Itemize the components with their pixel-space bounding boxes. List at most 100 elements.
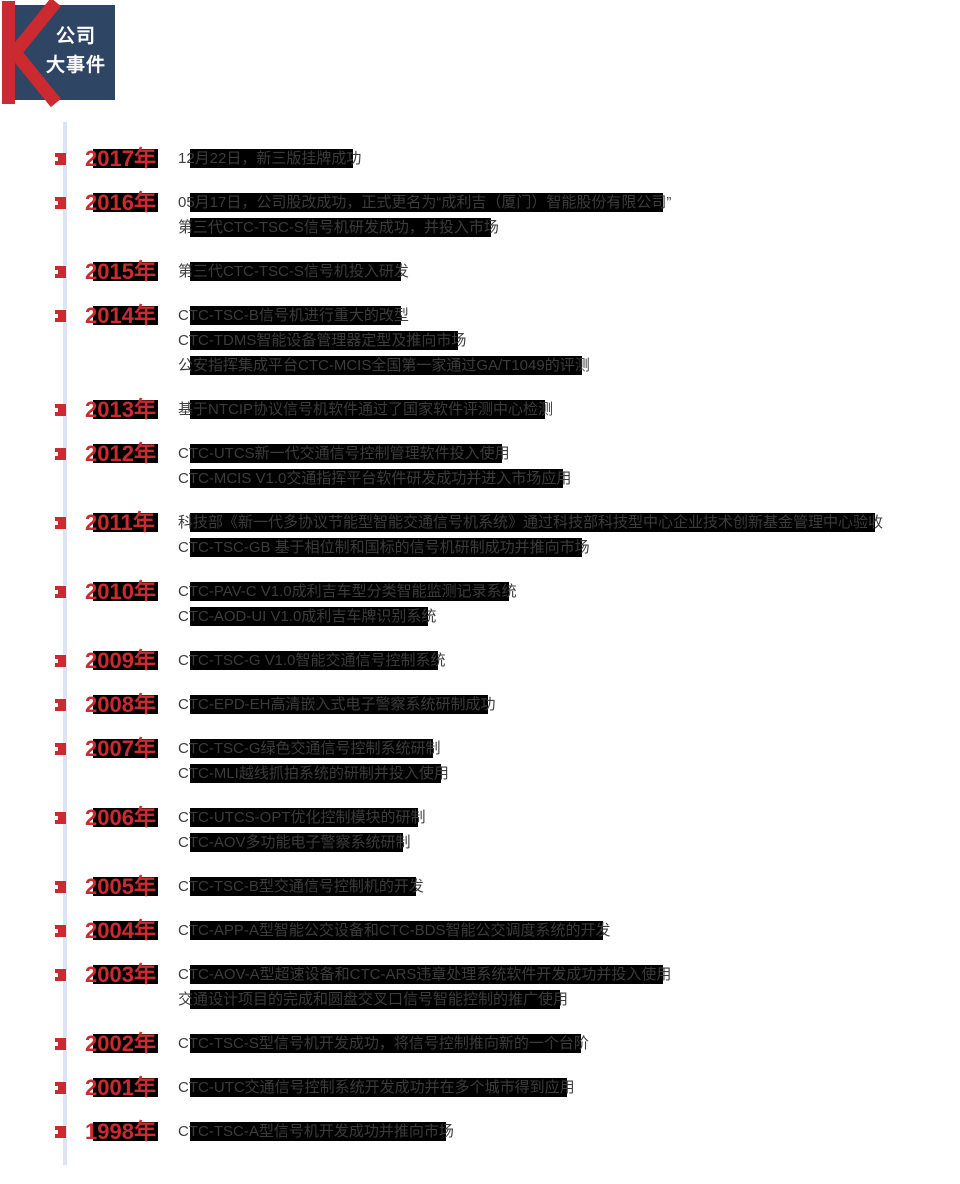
timeline-entry: 2014年 CTC-TSC-B信号机进行重大的改型 CTC-TDMS智能设备管理器定… [55, 303, 945, 378]
event-list: CTC-TSC-G绿色交通信号控制系统研制 CTC-MLI越线抓拍系统的研制并投入… [178, 736, 945, 786]
event-text: 交通设计项目的完成和圆盘交叉口信号智能控制的推广使用 [178, 987, 569, 1012]
timeline-entry: 2015年 第三代CTC-TSC-S信号机投入研发 [55, 259, 945, 284]
event-line: CTC-AOD-UI V1.0成利吉车牌识别系统 [178, 604, 945, 629]
timeline-entry: 2005年 CTC-TSC-B型交通信号控制机的开发 [55, 874, 945, 899]
event-list: CTC-TSC-A型信号机开发成功并推向市场 [178, 1119, 945, 1144]
event-list: CTC-UTC交通信号控制系统开发成功并在多个城市得到应用 [178, 1075, 945, 1100]
timeline-marker-icon [55, 448, 66, 460]
event-text: CTC-TSC-G V1.0智能交通信号控制系统 [178, 648, 446, 673]
event-line: 交通设计项目的完成和圆盘交叉口信号智能控制的推广使用 [178, 987, 945, 1012]
event-line: CTC-TSC-B型交通信号控制机的开发 [178, 874, 945, 899]
event-text: CTC-TDMS智能设备管理器定型及推向市场 [178, 328, 467, 353]
event-text: 公安指挥集成平台CTC-MCIS全国第一家通过GA/T1049的评测 [178, 353, 590, 378]
timeline-entry: 2001年 CTC-UTC交通信号控制系统开发成功并在多个城市得到应用 [55, 1075, 945, 1100]
event-line: CTC-PAV-C V1.0成利吉车型分类智能监测记录系统 [178, 579, 945, 604]
event-list: 第三代CTC-TSC-S信号机投入研发 [178, 259, 945, 284]
year-label: 2009年 [85, 648, 178, 673]
event-text: CTC-MLI越线抓拍系统的研制并投入使用 [178, 761, 449, 786]
timeline-vertical-line [63, 122, 67, 1165]
event-line: CTC-TSC-B信号机进行重大的改型 [178, 303, 945, 328]
year-label: 2012年 [85, 441, 178, 466]
event-list: CTC-UTCS新一代交通信号控制管理软件投入使用 CTC-MCIS V1.0交通… [178, 441, 945, 491]
timeline-entry: 2003年 CTC-AOV-A型超速设备和CTC-ARS违章处理系统软件开发成功并… [55, 962, 945, 1012]
event-list: 科技部《新一代多协议节能型智能交通信号机系统》通过科技部科技型中心企业技术创新基… [178, 510, 945, 560]
k-mark-icon [2, 0, 115, 108]
event-line: CTC-MCIS V1.0交通指挥平台软件研发成功并进入市场应用 [178, 466, 945, 491]
event-text: 05月17日，公司股改成功，正式更名为“成利吉（厦门）智能股份有限公司” [178, 190, 672, 215]
timeline-marker-icon [55, 1082, 66, 1094]
event-line: CTC-UTCS新一代交通信号控制管理软件投入使用 [178, 441, 945, 466]
year-label: 2014年 [85, 303, 178, 328]
timeline-entry: 1998年 CTC-TSC-A型信号机开发成功并推向市场 [55, 1119, 945, 1144]
event-list: 基于NTCIP协议信号机软件通过了国家软件评测中心检测 [178, 397, 945, 422]
year-label: 2008年 [85, 692, 178, 717]
event-text: CTC-TSC-S型信号机开发成功，将信号控制推向新的一个台阶 [178, 1031, 589, 1056]
year-label: 2001年 [85, 1075, 178, 1100]
timeline-entry: 2004年 CTC-APP-A型智能公交设备和CTC-BDS智能公交调度系统的开发 [55, 918, 945, 943]
event-text: CTC-TSC-B信号机进行重大的改型 [178, 303, 409, 328]
timeline-entry: 2002年 CTC-TSC-S型信号机开发成功，将信号控制推向新的一个台阶 [55, 1031, 945, 1056]
timeline-marker-icon [55, 197, 66, 209]
badge-title-line2: 大事件 [45, 55, 106, 76]
event-text: CTC-AOD-UI V1.0成利吉车牌识别系统 [178, 604, 437, 629]
event-text: CTC-UTCS新一代交通信号控制管理软件投入使用 [178, 441, 510, 466]
timeline-marker-icon [55, 812, 66, 824]
year-label: 2004年 [85, 918, 178, 943]
timeline-entry: 2007年 CTC-TSC-G绿色交通信号控制系统研制 CTC-MLI越线抓拍系统的… [55, 736, 945, 786]
timeline-marker-icon [55, 404, 66, 416]
event-text: 第三代CTC-TSC-S信号机投入研发 [178, 259, 409, 284]
event-list: 05月17日，公司股改成功，正式更名为“成利吉（厦门）智能股份有限公司” 第三代C… [178, 190, 945, 240]
timeline-marker-icon [55, 266, 66, 278]
event-text: CTC-UTC交通信号控制系统开发成功并在多个城市得到应用 [178, 1075, 575, 1100]
timeline-entry: 2013年 基于NTCIP协议信号机软件通过了国家软件评测中心检测 [55, 397, 945, 422]
event-list: CTC-AOV-A型超速设备和CTC-ARS违章处理系统软件开发成功并投入使用交… [178, 962, 945, 1012]
timeline-entry: 2009年 CTC-TSC-G V1.0智能交通信号控制系统 [55, 648, 945, 673]
year-label: 2013年 [85, 397, 178, 422]
event-list: CTC-TSC-G V1.0智能交通信号控制系统 [178, 648, 945, 673]
event-line: CTC-UTCS-OPT优化控制模块的研制 [178, 805, 945, 830]
event-list: CTC-TSC-B信号机进行重大的改型 CTC-TDMS智能设备管理器定型及推向市… [178, 303, 945, 378]
timeline-marker-icon [55, 153, 66, 165]
timeline-entry: 2017年 12月22日，新三版挂牌成功 [55, 146, 945, 171]
year-label: 2011年 [85, 510, 178, 535]
year-label: 2007年 [85, 736, 178, 761]
event-text: CTC-EPD-EH高清嵌入式电子警察系统研制成功 [178, 692, 496, 717]
event-text: 基于NTCIP协议信号机软件通过了国家软件评测中心检测 [178, 397, 554, 422]
year-label: 2006年 [85, 805, 178, 830]
timeline-marker-icon [55, 1038, 66, 1050]
event-text: CTC-TSC-A型信号机开发成功并推向市场 [178, 1119, 454, 1144]
event-text: CTC-UTCS-OPT优化控制模块的研制 [178, 805, 426, 830]
event-list: CTC-TSC-S型信号机开发成功，将信号控制推向新的一个台阶 [178, 1031, 945, 1056]
event-text: CTC-AOV-A型超速设备和CTC-ARS违章处理系统软件开发成功并投入使用 [178, 962, 672, 987]
event-line: CTC-TSC-A型信号机开发成功并推向市场 [178, 1119, 945, 1144]
timeline-marker-icon [55, 517, 66, 529]
event-list: CTC-PAV-C V1.0成利吉车型分类智能监测记录系统 CTC-AOD-UI … [178, 579, 945, 629]
event-line: CTC-APP-A型智能公交设备和CTC-BDS智能公交调度系统的开发 [178, 918, 945, 943]
year-label: 2017年 [85, 146, 178, 171]
year-label: 2016年 [85, 190, 178, 215]
event-line: CTC-EPD-EH高清嵌入式电子警察系统研制成功 [178, 692, 945, 717]
event-text: 12月22日，新三版挂牌成功 [178, 146, 362, 171]
event-line: 基于NTCIP协议信号机软件通过了国家软件评测中心检测 [178, 397, 945, 422]
timeline-marker-icon [55, 969, 66, 981]
timeline-entry: 2010年 CTC-PAV-C V1.0成利吉车型分类智能监测记录系统 CTC-AO… [55, 579, 945, 629]
event-text: CTC-TSC-B型交通信号控制机的开发 [178, 874, 424, 899]
year-label: 2015年 [85, 259, 178, 284]
event-line: 05月17日，公司股改成功，正式更名为“成利吉（厦门）智能股份有限公司” [178, 190, 945, 215]
event-line: CTC-TSC-G绿色交通信号控制系统研制 [178, 736, 945, 761]
timeline-marker-icon [55, 655, 66, 667]
year-label: 1998年 [85, 1119, 178, 1144]
badge-title-line1: 公司 [55, 26, 96, 47]
timeline-marker-icon [55, 881, 66, 893]
event-text: 科技部《新一代多协议节能型智能交通信号机系统》通过科技部科技型中心企业技术创新基… [178, 510, 884, 535]
timeline: 2017年 12月22日，新三版挂牌成功 2016年 05月17日，公司股改成功，正式… [55, 146, 945, 1163]
event-line: CTC-TDMS智能设备管理器定型及推向市场 [178, 328, 945, 353]
badge-title: 公司 大事件 [42, 22, 110, 80]
event-text: CTC-AOV多功能电子警察系统研制 [178, 830, 411, 855]
event-line: 公安指挥集成平台CTC-MCIS全国第一家通过GA/T1049的评测 [178, 353, 945, 378]
event-line: 12月22日，新三版挂牌成功 [178, 146, 945, 171]
year-label: 2005年 [85, 874, 178, 899]
event-line: CTC-TSC-S型信号机开发成功，将信号控制推向新的一个台阶 [178, 1031, 945, 1056]
timeline-marker-icon [55, 1126, 66, 1138]
